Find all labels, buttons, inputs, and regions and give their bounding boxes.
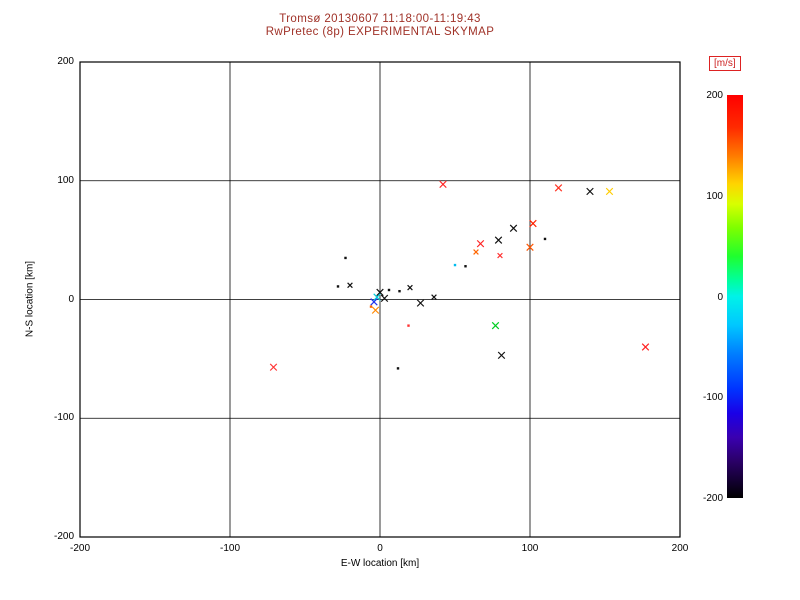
data-point-dot xyxy=(387,288,391,292)
data-point-dot xyxy=(543,237,547,241)
data-point-dot xyxy=(369,305,373,308)
data-point-dot xyxy=(407,324,410,327)
y-tick-label: 200 xyxy=(57,56,74,67)
data-point-x xyxy=(373,293,381,301)
data-point-dot xyxy=(336,285,340,288)
y-tick-label: -200 xyxy=(53,531,74,542)
data-point-x xyxy=(641,343,650,351)
title-line-2: RwPretec (8p) EXPERIMENTAL SKYMAP xyxy=(265,26,495,38)
title-line-1: Tromsø 20130607 11:18:00-11:19:43 xyxy=(279,13,481,25)
plot-frame xyxy=(79,61,681,538)
data-point-x xyxy=(554,184,563,192)
data-point-dot xyxy=(398,289,401,293)
data-point-dot xyxy=(344,256,347,260)
data-point-dot xyxy=(396,367,400,370)
skymap-title: Tromsø 20130607 11:18:00-11:19:43 RwPret… xyxy=(80,13,680,39)
data-point-x xyxy=(476,239,485,248)
y-tick-label: 0 xyxy=(68,293,74,305)
colorbar-tick-label: 0 xyxy=(717,291,723,303)
data-point-x xyxy=(407,284,413,291)
data-point-x xyxy=(526,243,534,251)
x-axis-label: E-W location [km] xyxy=(340,558,420,569)
data-point-x xyxy=(376,288,384,297)
data-point-x xyxy=(347,282,353,289)
data-point-x xyxy=(497,351,506,360)
data-point-x xyxy=(431,294,437,300)
y-tick-label: -100 xyxy=(53,412,74,424)
data-point-dot xyxy=(453,263,457,267)
x-tick-label: -100 xyxy=(219,543,240,554)
colorbar-tick-label: 100 xyxy=(706,190,723,202)
data-point-x xyxy=(491,321,500,330)
data-point-x xyxy=(605,187,614,196)
x-tick-label: -200 xyxy=(69,543,90,554)
colorbar-tick-label: -200 xyxy=(702,493,723,504)
colorbar-tick-label: 200 xyxy=(706,90,723,101)
data-point-x xyxy=(380,294,389,303)
colorbar-units-label: [m/s] xyxy=(709,56,741,71)
data-point-x xyxy=(509,224,518,232)
colorbar-gradient xyxy=(727,95,743,498)
x-tick-label: 0 xyxy=(377,543,383,554)
x-tick-label: 200 xyxy=(671,543,689,554)
data-point-x xyxy=(473,249,479,255)
y-tick-label: 100 xyxy=(57,174,74,186)
data-point-x xyxy=(416,299,425,307)
data-point-x xyxy=(370,298,378,306)
data-point-x xyxy=(269,363,278,371)
data-point-x xyxy=(529,219,537,228)
data-point-x xyxy=(371,306,380,314)
data-point-x xyxy=(586,187,594,196)
data-point-x xyxy=(494,236,503,244)
colorbar-tick-label: -100 xyxy=(702,392,723,404)
data-point-dot xyxy=(464,265,467,268)
data-point-x xyxy=(439,180,447,189)
x-tick-label: 100 xyxy=(521,543,539,554)
data-point-x xyxy=(497,252,503,259)
